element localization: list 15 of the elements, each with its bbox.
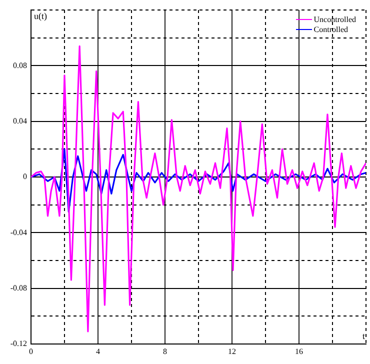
x-tick-label: 4 <box>96 346 100 356</box>
x-axis-title: t <box>362 330 366 341</box>
y-tick-label: -0.04 <box>10 228 27 237</box>
x-tick-label: 8 <box>163 346 167 356</box>
y-tick-label: 0.08 <box>13 60 27 70</box>
legend-label: Uncontrolled <box>314 14 356 24</box>
y-tick-label: -0.08 <box>10 283 27 292</box>
y-axis-title: u(t) <box>34 10 47 21</box>
x-tick-label: 12 <box>228 346 236 356</box>
x-tick-label: 0 <box>29 346 33 356</box>
y-tick-label: 0 <box>23 172 27 182</box>
y-tick-label: 0.04 <box>13 116 27 126</box>
x-tick-label: 16 <box>295 346 303 356</box>
y-tick-label: -0.12 <box>10 339 27 348</box>
legend-label: Controlled <box>314 24 348 34</box>
